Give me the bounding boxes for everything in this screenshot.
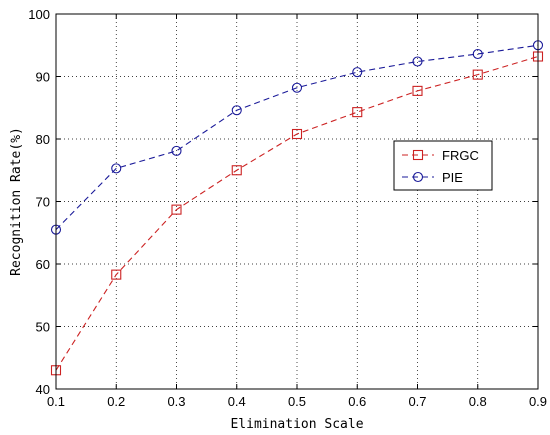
data-point-frgc (111, 269, 122, 280)
data-point-frgc (472, 69, 483, 80)
y-tick-label: 50 (36, 320, 50, 335)
series-line-frgc (55, 55, 539, 371)
legend-marker-pie (412, 171, 424, 183)
data-point-pie (352, 67, 363, 78)
series-layer (50, 40, 544, 376)
x-tick-label: 0.4 (228, 394, 246, 409)
y-tick-label: 60 (36, 257, 50, 272)
legend-label-pie: PIE (442, 170, 463, 185)
x-tick-label: 0.2 (107, 394, 125, 409)
grid (55, 13, 539, 390)
data-point-frgc (412, 85, 423, 96)
y-axis-label: Recognition Rate(%) (9, 127, 24, 276)
y-tick-label: 40 (36, 382, 50, 397)
x-tick-label: 0.6 (348, 394, 366, 409)
x-tick-label: 0.1 (47, 394, 65, 409)
data-point-pie (472, 48, 483, 60)
data-point-frgc (291, 128, 303, 140)
axes-box (55, 13, 539, 390)
x-tick-label: 0.9 (529, 394, 547, 409)
y-tick-labels: 40 50 60 70 80 90 100 (28, 7, 50, 397)
x-tick-labels: 0.1 0.2 0.3 0.4 0.5 0.6 0.7 0.8 0.9 (47, 394, 547, 409)
data-point-pie (291, 82, 303, 93)
data-point-frgc (171, 204, 182, 215)
legend: FRGC PIE (393, 140, 493, 191)
legend-marker-frgc (412, 149, 424, 161)
x-tick-label: 0.3 (167, 394, 185, 409)
legend-box (393, 140, 493, 191)
data-point-frgc (352, 107, 363, 118)
y-tick-label: 80 (36, 132, 50, 147)
series-frgc (50, 51, 544, 376)
x-tick-label: 0.8 (469, 394, 487, 409)
x-tick-label: 0.7 (408, 394, 426, 409)
series-line-pie (55, 44, 539, 231)
y-tick-label: 70 (36, 195, 50, 210)
data-point-pie (412, 56, 423, 67)
legend-label-frgc: FRGC (442, 148, 479, 163)
series-pie (50, 40, 544, 235)
data-point-pie (171, 145, 182, 156)
x-axis-label: Elimination Scale (230, 417, 363, 432)
data-point-pie (231, 105, 242, 116)
data-point-frgc (231, 165, 242, 176)
x-tick-label: 0.5 (288, 394, 306, 409)
data-point-pie (111, 163, 122, 174)
y-tick-label: 90 (36, 70, 50, 85)
y-tick-label: 100 (28, 7, 50, 22)
